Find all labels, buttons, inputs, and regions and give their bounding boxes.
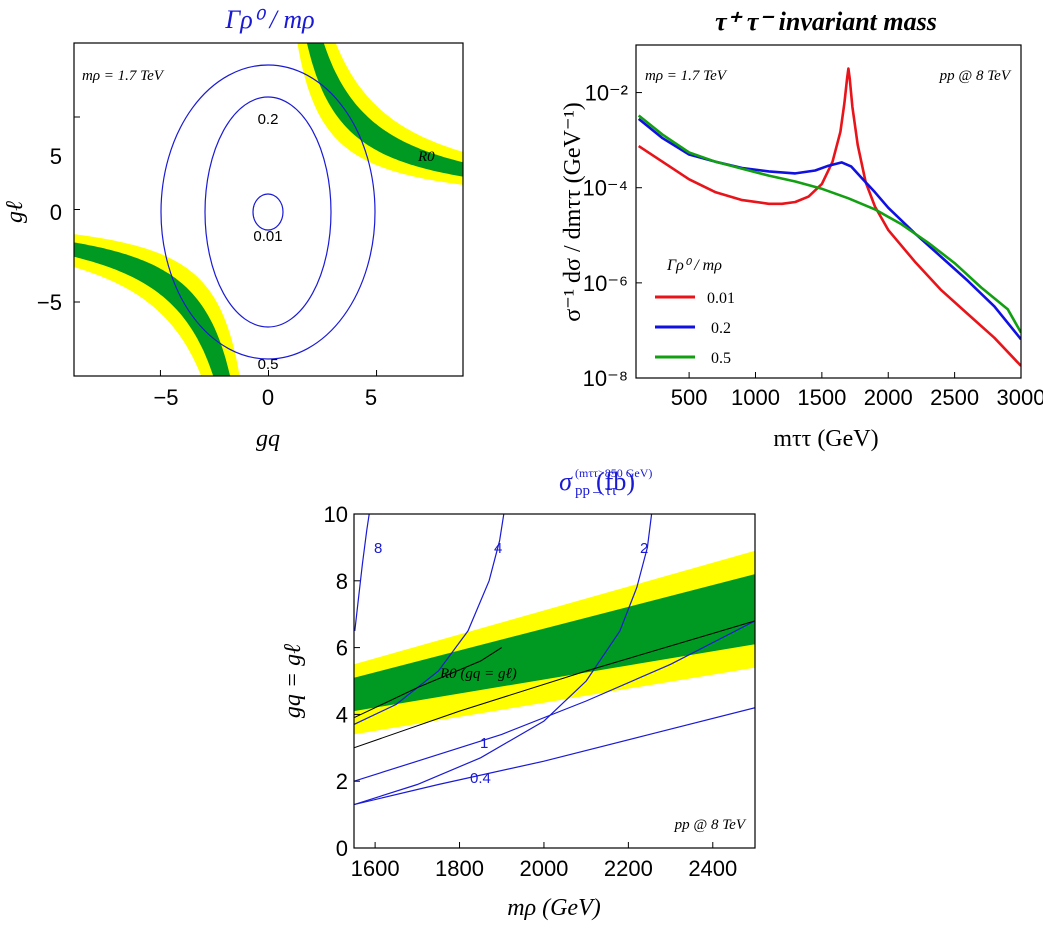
panel3-ytick-label: 8 [336,569,348,594]
panel3-title-sup: (mττ>850 GeV) [575,466,652,480]
panel3-band-label: R0 (gq = gℓ) [439,666,517,682]
panel3-ytick-labels: 0 2 4 6 8 10 [324,502,348,861]
panel1-ylabel: gℓ [2,201,28,223]
panel1-ytick-2: 0 [50,200,62,225]
contour-label-1: 1 [480,735,488,752]
panel1-tick-marks [74,116,378,376]
panel2-ytick-labels: 10⁻² 10⁻⁴ 10⁻⁶ 10⁻⁸ [582,81,628,391]
series-line-0.01 [637,67,1021,367]
panel2-xtick-labels: 500 1000 1500 2000 2500 3000 [671,385,1043,410]
panel3-ytick-label: 6 [336,636,348,661]
contour-ellipse-0.5 [160,64,376,360]
panel3-ytick-label: 4 [336,702,348,727]
contour-label-0.4: 0.4 [470,770,491,787]
panel3-title-unit: (fb) [596,467,635,496]
panel1-xtick-2: 0 [262,385,274,410]
panel3-xtick-label: 2200 [604,856,653,881]
panel2-xlabel: mττ (GeV) [773,426,878,452]
panel2-annotation-left: mρ = 1.7 TeV [645,68,728,84]
panel2-xtick-label: 3000 [997,385,1043,410]
panel1-yellow-band-upper [297,43,463,185]
panel2-ytick-label: 10⁻⁶ [583,271,628,296]
panel2-frame [635,44,1022,379]
contour-line-0.4 [354,707,755,806]
panel3-green-band [354,574,755,712]
panel1-xtick-1: −5 [153,385,178,410]
contour-line-2 [354,514,653,806]
panel3-ytick-label: 10 [324,502,348,527]
panel1-xlabel: gq [256,426,280,452]
panel3-ytick-label: 0 [336,836,348,861]
panel2-tick-marks [636,92,1022,379]
panel3-frame [353,513,756,849]
panel-invariant-mass: τ⁺ τ⁻ invariant mass mρ = 1.7 TeV pp @ 8… [560,7,1043,452]
panel2-plot-area [637,67,1021,367]
contour-ellipse-0.01 [252,193,284,231]
panel2-ytick-label: 10⁻² [585,81,628,106]
panel3-title-sub: pp→ττ [575,483,617,499]
panel3-title-sigma: σ [559,467,573,496]
panel3-annotation: pp @ 8 TeV [674,817,747,833]
panel1-green-band-lower [74,242,231,376]
legend-label-0.5: 0.5 [711,350,731,367]
band-boundary-line [354,647,502,719]
panel3-xtick-label: 2000 [519,856,568,881]
panel2-xtick-label: 1500 [797,385,846,410]
panel1-annotation: mρ = 1.7 TeV [82,68,165,84]
panel3-xlabel: mρ (GeV) [507,895,600,921]
series-line-0.5 [637,114,1021,334]
contour-label-0.2: 0.2 [258,111,279,128]
panel2-ytick-label: 10⁻⁴ [582,176,628,201]
panel-cross-section: σ (mττ>850 GeV) pp→ττ (fb) 8 4 2 1 0.4 R… [280,466,756,921]
contour-label-2: 2 [640,540,648,557]
legend-label-0.01: 0.01 [707,290,735,307]
panel3-ytick-label: 2 [336,769,348,794]
panel1-ytick-3: −5 [37,290,62,315]
panel3-ylabel: gq = gℓ [280,644,306,718]
contour-label-0.01: 0.01 [253,228,282,245]
panel1-title: Γρ⁰ / mρ [224,5,314,34]
contour-line-8 [354,514,370,631]
panel1-yellow-band-lower [74,234,240,376]
band-boundary-line [354,620,755,749]
contour-ellipse-0.2 [204,96,332,328]
panel2-xtick-label: 2500 [930,385,979,410]
panel3-xtick-label: 1600 [351,856,400,881]
panel1-band-label: R0 [417,149,435,165]
contour-line-1 [354,620,755,782]
panel3-xtick-labels: 1600 1800 2000 2200 2400 [351,856,738,881]
panel2-xtick-label: 1000 [731,385,780,410]
contour-label-0.5: 0.5 [258,356,279,373]
contour-line-4 [354,514,505,725]
panel2-ytick-label: 10⁻⁸ [583,366,628,391]
panel2-xtick-label: 2000 [864,385,913,410]
panel1-xtick-3: 5 [365,385,377,410]
panel2-annotation-right: pp @ 8 TeV [939,68,1012,84]
panel3-tick-marks [354,513,714,849]
contour-label-8: 8 [374,540,382,557]
panel2-xtick-label: 500 [671,385,708,410]
panel3-xtick-label: 2400 [688,856,737,881]
panel2-legend-title: Γρ⁰ / mρ [666,257,722,274]
panel3-contours [354,514,755,806]
panel1-ytick-1: 5 [50,144,62,169]
contour-label-4: 4 [494,540,502,557]
panel1-green-band-upper [306,43,463,177]
panel2-title: τ⁺ τ⁻ invariant mass [715,7,937,36]
legend-label-0.2: 0.2 [711,320,731,337]
panel2-ylabel: σ⁻¹ dσ / dmττ (GeV⁻¹) [560,102,586,322]
panel-width-contours: Γρ⁰ / mρ 0.2 0.01 0.5 R0 mρ = 1.7 TeV −5… [2,5,464,452]
panel3-xtick-label: 1800 [435,856,484,881]
